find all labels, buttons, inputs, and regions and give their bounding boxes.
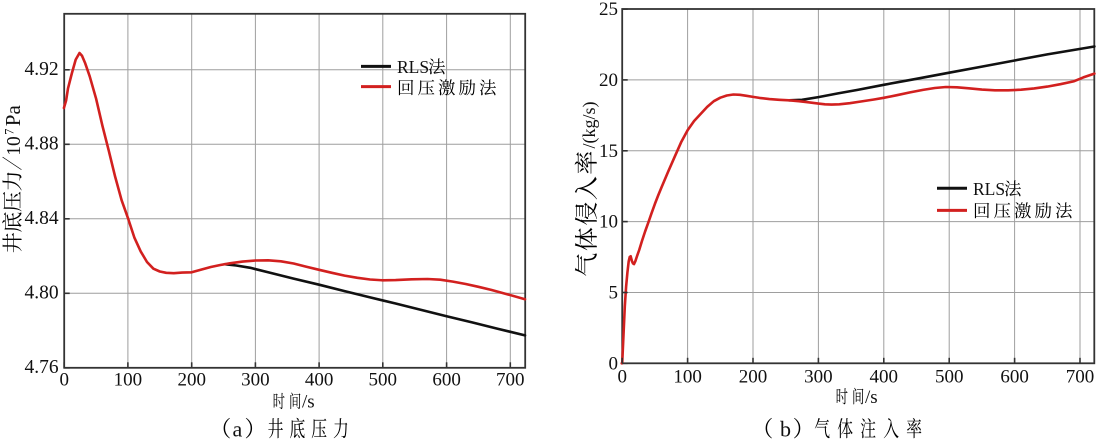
svg-text:/s: /s [865,387,878,408]
svg-text:RLS: RLS [397,57,429,77]
svg-text:RLS: RLS [973,179,1005,199]
svg-text:Pa: Pa [1,105,25,127]
svg-text:/(kg/s): /(kg/s) [579,101,600,148]
svg-text:7: 7 [3,129,17,135]
svg-text:0: 0 [609,353,619,374]
svg-text:400: 400 [305,369,334,390]
svg-text:0: 0 [59,369,69,390]
svg-text:200: 200 [177,369,206,390]
svg-text:600: 600 [1000,367,1029,388]
svg-text:b: b [780,417,791,442]
svg-text:25: 25 [599,0,618,20]
svg-text:0: 0 [617,367,627,388]
svg-text:700: 700 [496,369,525,390]
svg-text:400: 400 [870,367,899,388]
svg-text:20: 20 [599,70,618,91]
svg-text:15: 15 [599,141,618,162]
svg-text:200: 200 [739,367,768,388]
svg-text:4.92: 4.92 [24,59,58,80]
svg-text:5: 5 [609,283,619,304]
svg-text:300: 300 [804,367,833,388]
svg-text:600: 600 [432,369,461,390]
svg-text:10: 10 [4,136,25,156]
svg-text:4.80: 4.80 [24,283,58,304]
svg-text:300: 300 [241,369,270,390]
svg-text:500: 500 [369,369,398,390]
svg-text:700: 700 [1066,367,1095,388]
svg-text:/s: /s [302,392,315,413]
svg-text:10: 10 [599,212,618,233]
svg-text:a: a [233,417,243,442]
svg-text:100: 100 [673,367,702,388]
svg-text:4.88: 4.88 [24,134,58,155]
svg-text:100: 100 [114,369,143,390]
svg-text:4.84: 4.84 [24,208,58,229]
svg-text:500: 500 [935,367,964,388]
svg-text:4.76: 4.76 [24,357,58,378]
